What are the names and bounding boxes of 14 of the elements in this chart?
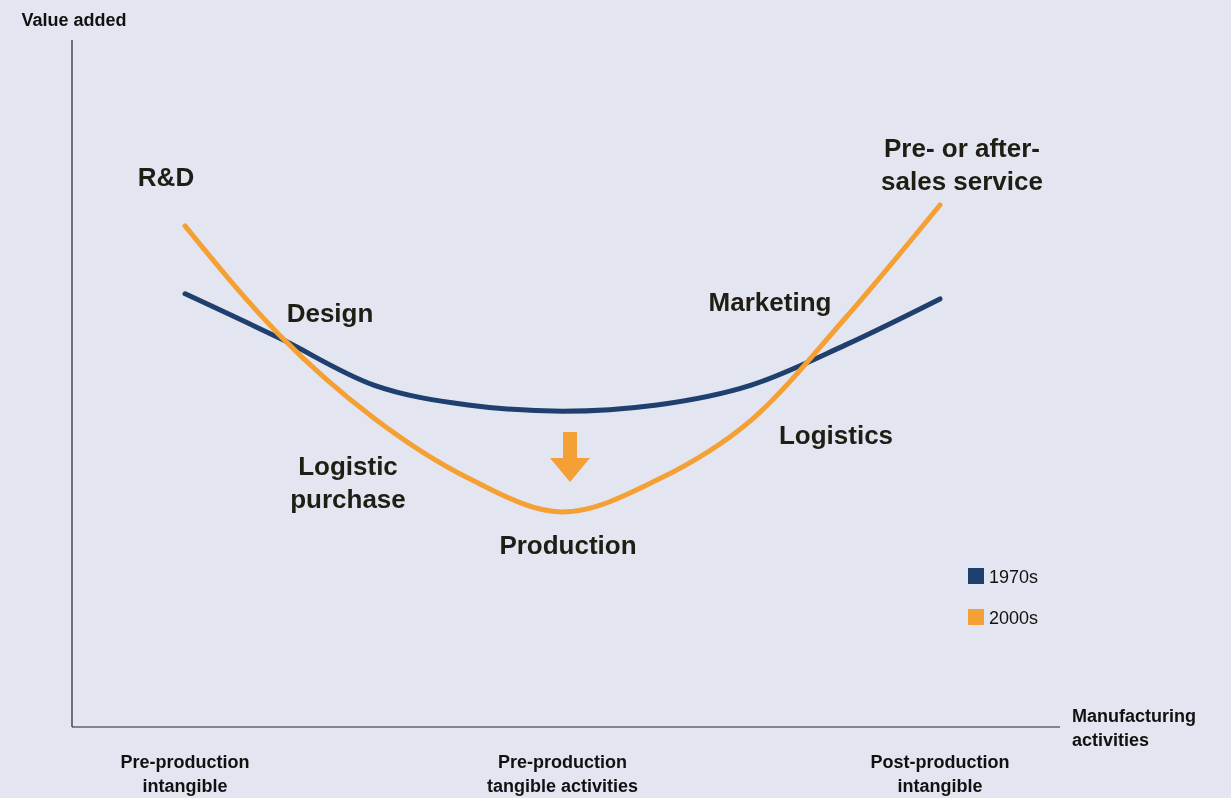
x-tick-label: Pre-production intangible — [120, 752, 250, 796]
x-tick-label: Post-production intangible — [870, 752, 1010, 796]
text: Value added — [21, 10, 127, 30]
annotation: Logistics — [778, 420, 894, 450]
annotation: Logistic purchase — [290, 451, 406, 514]
annotation: Design — [286, 298, 374, 328]
legend-label: 2000s — [989, 608, 1039, 628]
text: Pre- or after-sales service — [881, 133, 1043, 196]
x-tick-label: Pre-production tangible activities — [486, 752, 639, 796]
legend-label: 1970s — [989, 567, 1039, 587]
annotation: Production — [499, 530, 637, 560]
text: R&D — [137, 162, 195, 192]
x-axis-title: Manufacturing activities — [1072, 706, 1196, 750]
annotation: Marketing — [708, 287, 832, 317]
